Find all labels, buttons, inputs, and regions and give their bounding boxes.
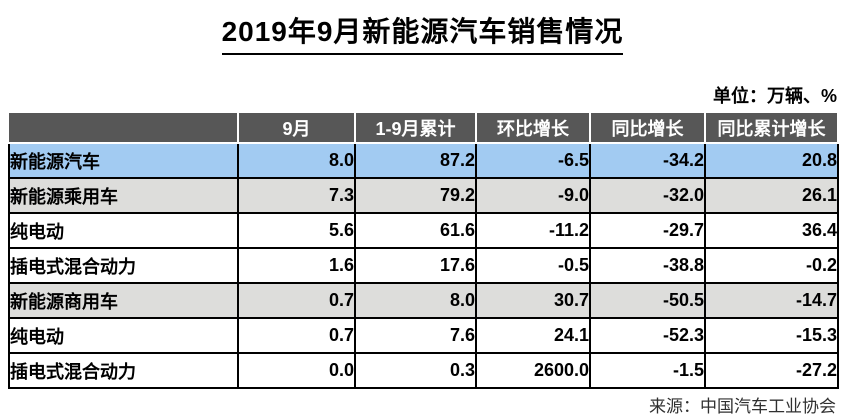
col-header-mom-growth: 环比增长: [476, 113, 591, 144]
value-cell: -14.7: [704, 283, 839, 319]
value-cell: 0.0: [237, 353, 356, 389]
table-row-nev-total: 新能源汽车 8.0 87.2 -6.5 -34.2 20.8: [8, 143, 839, 179]
value-cell: 17.6: [354, 248, 477, 284]
col-header-yoy-growth: 同比增长: [590, 113, 706, 144]
value-cell: -11.2: [475, 213, 591, 249]
value-cell: -50.5: [589, 283, 706, 319]
row-label: 新能源商用车: [8, 283, 239, 319]
value-cell: 79.2: [354, 178, 477, 214]
value-cell: 8.0: [354, 283, 477, 319]
value-cell: 26.1: [704, 178, 839, 214]
sales-table-container: 9月 1-9月累计 环比增长 同比增长 同比累计增长 新能源汽车 8.0 87.…: [8, 113, 839, 389]
value-cell: -6.5: [475, 143, 591, 179]
value-cell: 0.3: [354, 353, 477, 389]
row-label: 新能源汽车: [8, 143, 239, 179]
col-header-ytd: 1-9月累计: [355, 113, 477, 144]
value-cell: -9.0: [475, 178, 591, 214]
value-cell: 2600.0: [475, 353, 591, 389]
table-title: 2019年9月新能源汽车销售情况: [221, 10, 624, 55]
row-label: 新能源乘用车: [8, 178, 239, 214]
table-row-passenger: 新能源乘用车 7.3 79.2 -9.0 -32.0 26.1: [8, 178, 839, 214]
table-row-passenger-bev: 纯电动 5.6 61.6 -11.2 -29.7 36.4: [8, 213, 839, 249]
value-cell: -29.7: [589, 213, 706, 249]
table-row-commercial: 新能源商用车 0.7 8.0 30.7 -50.5 -14.7: [8, 283, 839, 319]
value-cell: 7.3: [237, 178, 356, 214]
table-row-commercial-phev: 插电式混合动力 0.0 0.3 2600.0 -1.5 -27.2: [8, 353, 839, 389]
table-row-commercial-bev: 纯电动 0.7 7.6 24.1 -52.3 -15.3: [8, 318, 839, 354]
value-cell: 61.6: [354, 213, 477, 249]
value-cell: 36.4: [704, 213, 839, 249]
value-cell: 30.7: [475, 283, 591, 319]
value-cell: 0.7: [237, 283, 356, 319]
source-note: 来源：中国汽车工业协会: [649, 397, 836, 416]
table-row-passenger-phev: 插电式混合动力 1.6 17.6 -0.5 -38.8 -0.2: [8, 248, 839, 284]
value-cell: -34.2: [589, 143, 706, 179]
value-cell: -0.5: [475, 248, 591, 284]
row-label: 纯电动: [8, 318, 239, 354]
value-cell: -52.3: [589, 318, 706, 354]
value-cell: 7.6: [354, 318, 477, 354]
value-cell: -0.2: [704, 248, 839, 284]
unit-note: 单位：万辆、%: [712, 86, 837, 106]
value-cell: -27.2: [704, 353, 839, 389]
col-header-september: 9月: [238, 113, 356, 144]
value-cell: 20.8: [704, 143, 839, 179]
value-cell: 87.2: [354, 143, 477, 179]
col-header-yoy-cum-growth: 同比累计增长: [705, 113, 839, 144]
sales-table: 9月 1-9月累计 环比增长 同比增长 同比累计增长 新能源汽车 8.0 87.…: [8, 113, 839, 389]
value-cell: -38.8: [589, 248, 706, 284]
table-header-row: 9月 1-9月累计 环比增长 同比增长 同比累计增长: [9, 113, 839, 144]
value-cell: 24.1: [475, 318, 591, 354]
page-title: 2019年9月新能源汽车销售情况: [0, 10, 845, 55]
value-cell: 5.6: [237, 213, 356, 249]
row-label: 纯电动: [8, 213, 239, 249]
row-label: 插电式混合动力: [8, 353, 239, 389]
value-cell: -15.3: [704, 318, 839, 354]
value-cell: 8.0: [237, 143, 356, 179]
value-cell: 1.6: [237, 248, 356, 284]
row-label: 插电式混合动力: [8, 248, 239, 284]
value-cell: -32.0: [589, 178, 706, 214]
value-cell: 0.7: [237, 318, 356, 354]
value-cell: -1.5: [589, 353, 706, 389]
col-header-label: [9, 113, 239, 144]
